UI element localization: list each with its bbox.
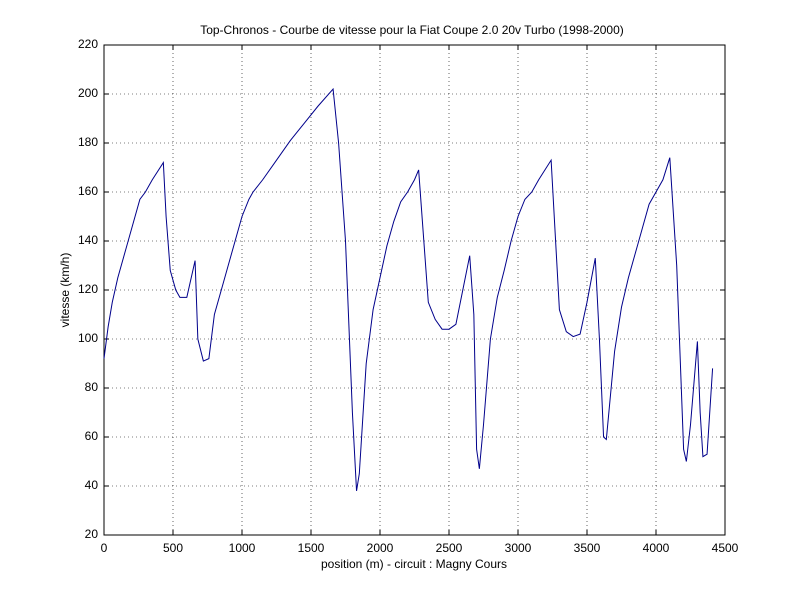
y-tick-label: 160 (78, 184, 98, 198)
x-tick-label: 2000 (367, 541, 394, 555)
y-tick-label: 40 (85, 478, 99, 492)
x-tick-label: 1000 (229, 541, 256, 555)
x-axis-label: position (m) - circuit : Magny Cours (321, 557, 507, 571)
plot-frame (103, 44, 726, 536)
x-tick-label: 3500 (574, 541, 601, 555)
y-tick-label: 20 (85, 527, 99, 541)
speed-line (103, 87, 714, 491)
x-tick-label: 4000 (643, 541, 670, 555)
y-tick-label: 80 (85, 380, 99, 394)
y-tick-label: 60 (85, 429, 99, 443)
y-tick-label: 220 (78, 37, 98, 51)
x-tick-label: 0 (101, 541, 108, 555)
y-tick-label: 140 (78, 233, 98, 247)
x-tick-label: 500 (163, 541, 183, 555)
y-tick-label: 100 (78, 331, 98, 345)
y-axis-label: vitesse (km/h) (58, 253, 72, 328)
y-tick-label: 120 (78, 282, 98, 296)
x-tick-label: 1500 (298, 541, 325, 555)
y-tick-label: 200 (78, 86, 98, 100)
y-tick-label: 180 (78, 135, 98, 149)
chart-title: Top-Chronos - Courbe de vitesse pour la … (200, 23, 624, 37)
x-tick-label: 2500 (436, 541, 463, 555)
x-tick-label: 3000 (505, 541, 532, 555)
x-tick-label: 4500 (712, 541, 739, 555)
